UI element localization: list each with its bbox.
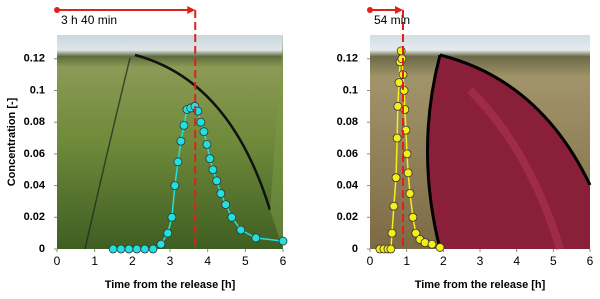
x-tick-label: 4: [513, 254, 520, 268]
data-point: [116, 244, 126, 254]
data-point: [208, 165, 218, 175]
data-point: [167, 212, 177, 222]
data-point: [251, 233, 261, 243]
data-point: [176, 136, 186, 146]
x-tick-label: 6: [280, 254, 287, 268]
data-point: [205, 154, 215, 164]
data-point: [399, 86, 409, 95]
y-tick-label: 0.12: [24, 53, 45, 65]
data-point: [391, 173, 401, 183]
y-tick-label: 0.06: [337, 148, 358, 160]
data-point: [199, 127, 209, 137]
y-tick-label: 0.04: [337, 179, 359, 191]
x-tick-label: 5: [550, 254, 557, 268]
data-point: [216, 189, 226, 198]
annotation: 3 h 40 min: [61, 13, 117, 27]
data-point: [397, 54, 407, 64]
y-tick-label: 0.1: [343, 84, 358, 96]
data-point: [402, 149, 412, 159]
x-tick-label: 1: [91, 254, 98, 268]
data-point: [411, 228, 421, 238]
x-tick-label: 4: [204, 254, 211, 268]
y-axis-label: Concentration [-]: [6, 97, 18, 186]
data-point: [212, 176, 222, 186]
data-point: [108, 244, 118, 254]
y-tick-label: 0.08: [337, 116, 358, 128]
data-point: [148, 244, 158, 254]
x-tick-label: 3: [477, 254, 484, 268]
data-point: [403, 168, 413, 178]
data-point: [170, 181, 180, 190]
x-tick-label: 0: [367, 254, 374, 268]
data-point: [387, 228, 397, 238]
x-tick-label: 1: [403, 254, 410, 268]
data-point: [389, 201, 399, 211]
x-axis-label: Time from the release [h]: [105, 279, 236, 291]
y-tick-label: 0.06: [24, 148, 45, 160]
y-tick-label: 0.12: [337, 53, 358, 65]
arrow-start: [54, 7, 60, 13]
data-point: [435, 243, 445, 252]
x-tick-label: 6: [587, 254, 594, 268]
x-tick-label: 3: [167, 254, 174, 268]
data-point: [405, 189, 415, 198]
y-tick-label: 0.02: [337, 211, 358, 223]
x-tick-label: 2: [129, 254, 136, 268]
data-point: [140, 244, 150, 254]
y-tick-label: 0: [352, 243, 358, 255]
data-point: [408, 212, 418, 222]
data-point: [163, 228, 173, 238]
y-tick-label: 0.1: [30, 84, 45, 96]
y-tick-label: 0: [39, 243, 45, 255]
arrow-head: [187, 6, 196, 14]
data-point: [227, 212, 237, 222]
x-tick-label: 5: [242, 254, 249, 268]
x-tick-label: 0: [54, 254, 61, 268]
data-point: [173, 157, 183, 167]
data-point: [132, 244, 142, 254]
data-point: [392, 133, 402, 143]
x-axis-label: Time from the release [h]: [415, 279, 546, 291]
data-point: [278, 236, 288, 246]
data-point: [386, 244, 396, 254]
data-point: [427, 239, 437, 249]
data-point: [236, 225, 246, 235]
y-tick-label: 0.02: [24, 211, 45, 223]
annotation: 54 min: [374, 13, 410, 27]
data-point: [202, 139, 212, 149]
arrow-start: [367, 7, 373, 13]
data-point: [196, 117, 206, 127]
arrow-head: [395, 6, 403, 14]
data-point: [124, 244, 134, 254]
photo-right: [370, 35, 592, 251]
y-tick-label: 0.08: [24, 116, 45, 128]
data-point: [179, 120, 189, 130]
y-tick-label: 0.04: [24, 179, 46, 191]
x-tick-label: 2: [440, 254, 447, 268]
data-point: [221, 200, 231, 210]
data-point: [156, 239, 166, 249]
data-point: [394, 78, 404, 87]
